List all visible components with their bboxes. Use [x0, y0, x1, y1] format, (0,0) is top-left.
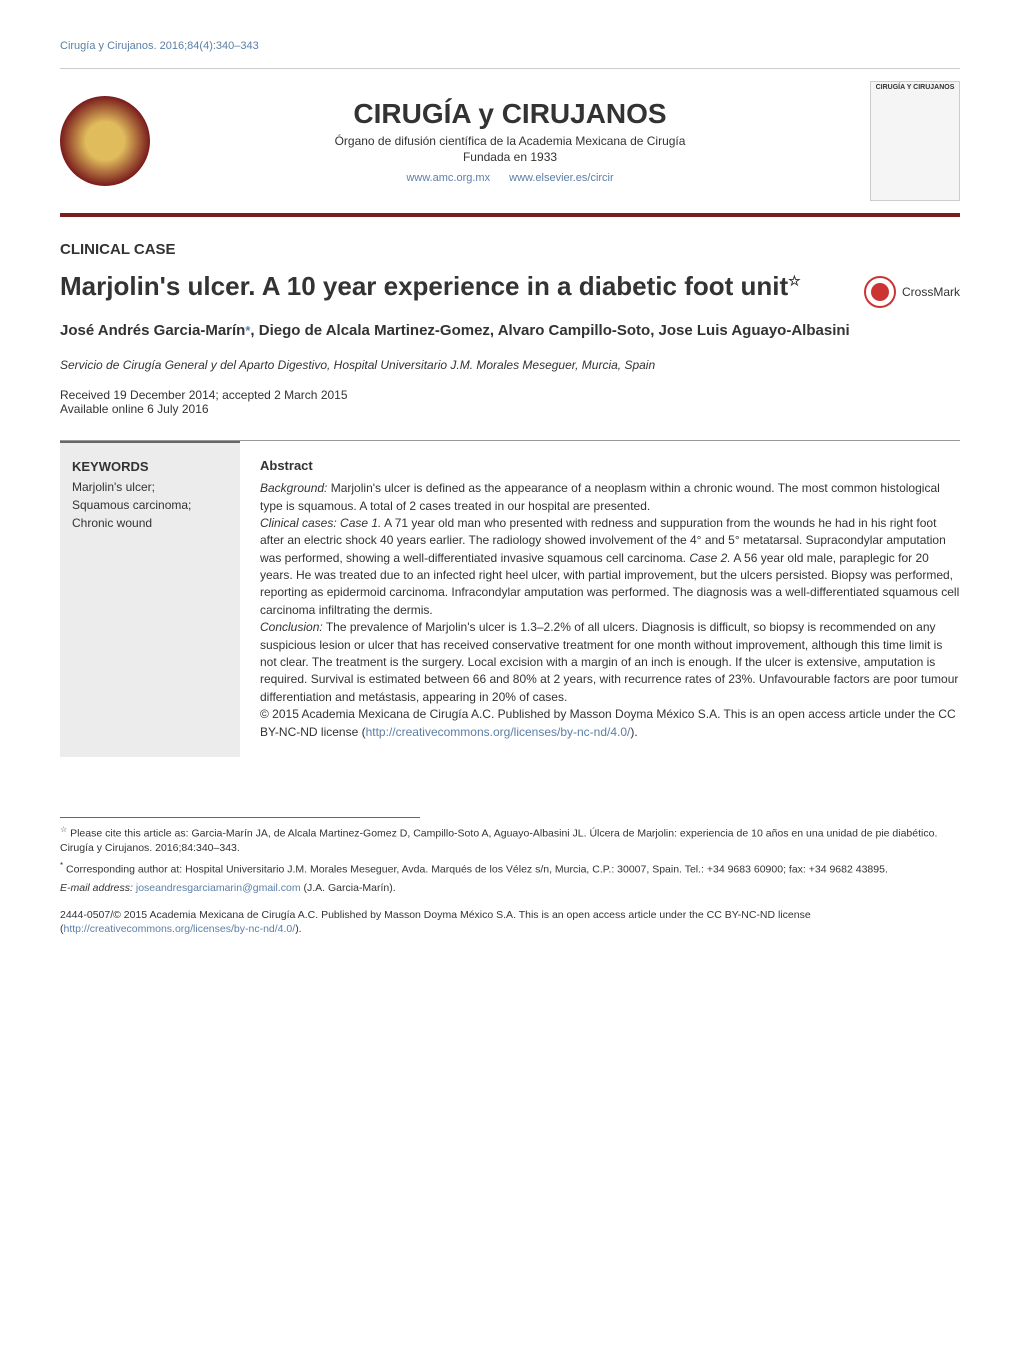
keywords-column: KEYWORDS Marjolin's ulcer; Squamous carc…	[60, 441, 240, 757]
section-label: CLINICAL CASE	[60, 241, 960, 258]
crossmark-badge[interactable]: CrossMark	[864, 276, 960, 308]
abstract-conclusion: Conclusion: The prevalence of Marjolin's…	[260, 619, 960, 706]
footnote-email: E-mail address: joseandresgarciamarin@gm…	[60, 881, 960, 896]
abstract-copyright: © 2015 Academia Mexicana de Cirugía A.C.…	[260, 706, 960, 741]
article-dates: Received 19 December 2014; accepted 2 Ma…	[60, 388, 960, 416]
abstract-background: Background: Marjolin's ulcer is defined …	[260, 480, 960, 515]
journal-subtitle: Órgano de difusión científica de la Acad…	[150, 134, 870, 148]
journal-header: CIRUGÍA y CIRUJANOS Órgano de difusión c…	[60, 68, 960, 217]
abstract-column: Abstract Background: Marjolin's ulcer is…	[240, 441, 960, 757]
footnote-corresponding: * Corresponding author at: Hospital Univ…	[60, 860, 960, 877]
received-date: Received 19 December 2014; accepted 2 Ma…	[60, 388, 960, 402]
available-date: Available online 6 July 2016	[60, 402, 960, 416]
journal-founded: Fundada en 1933	[150, 150, 870, 164]
journal-title: CIRUGÍA y CIRUJANOS	[150, 98, 870, 130]
footnotes-divider	[60, 817, 420, 824]
abstract-heading: Abstract	[260, 457, 960, 476]
authors: José Andrés Garcia-Marín*, Diego de Alca…	[60, 320, 960, 343]
bottom-license-link[interactable]: http://creativecommons.org/licenses/by-n…	[64, 923, 296, 935]
email-link[interactable]: joseandresgarciamarin@gmail.com	[136, 882, 301, 894]
keywords-list: Marjolin's ulcer; Squamous carcinoma; Ch…	[72, 478, 224, 532]
article-title: Marjolin's ulcer. A 10 year experience i…	[60, 270, 844, 304]
journal-emblem-icon	[60, 96, 150, 186]
affiliation: Servicio de Cirugía General y del Aparto…	[60, 358, 960, 372]
keywords-heading: KEYWORDS	[72, 459, 224, 474]
license-link[interactable]: http://creativecommons.org/licenses/by-n…	[366, 725, 631, 739]
abstract-box: KEYWORDS Marjolin's ulcer; Squamous carc…	[60, 440, 960, 757]
footnote-citation: ☆ Please cite this article as: Garcia-Ma…	[60, 824, 960, 856]
cover-thumbnail-icon: CIRUGÍA Y CIRUJANOS	[870, 81, 960, 201]
bottom-copyright: 2444-0507/© 2015 Academia Mexicana de Ci…	[60, 908, 960, 937]
journal-link-2[interactable]: www.elsevier.es/circir	[509, 172, 614, 184]
title-footnote-marker: ☆	[788, 272, 801, 288]
citation-link[interactable]: Cirugía y Cirujanos. 2016;84(4):340–343	[60, 40, 960, 52]
crossmark-icon	[864, 276, 896, 308]
journal-link-1[interactable]: www.amc.org.mx	[406, 172, 490, 184]
cover-thumb-title: CIRUGÍA Y CIRUJANOS	[871, 82, 959, 93]
abstract-cases: Clinical cases: Case 1. A 71 year old ma…	[260, 515, 960, 619]
crossmark-label: CrossMark	[902, 285, 960, 299]
